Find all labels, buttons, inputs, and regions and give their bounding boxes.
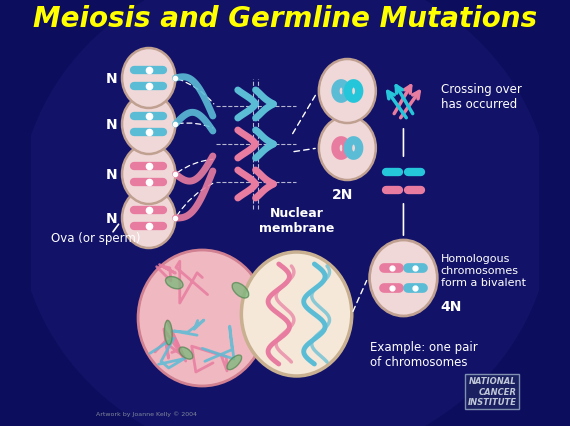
Ellipse shape: [319, 60, 376, 124]
Ellipse shape: [138, 250, 266, 386]
Ellipse shape: [232, 283, 249, 298]
Ellipse shape: [319, 117, 376, 181]
Ellipse shape: [227, 355, 242, 370]
Ellipse shape: [179, 347, 193, 359]
Ellipse shape: [164, 321, 172, 345]
Text: N: N: [105, 167, 117, 181]
Ellipse shape: [18, 0, 552, 426]
Ellipse shape: [122, 95, 176, 155]
Text: N: N: [105, 211, 117, 225]
Text: Example: one pair
of chromosomes: Example: one pair of chromosomes: [369, 340, 477, 368]
Ellipse shape: [369, 240, 437, 316]
Text: Artwork by Joanne Kelly © 2004: Artwork by Joanne Kelly © 2004: [96, 410, 197, 416]
Ellipse shape: [165, 277, 183, 289]
Text: Crossing over
has occurred: Crossing over has occurred: [441, 83, 522, 111]
Text: N: N: [105, 118, 117, 132]
Text: 4N: 4N: [441, 299, 462, 313]
Text: NATIONAL
CANCER
INSTITUTE: NATIONAL CANCER INSTITUTE: [467, 376, 516, 406]
Text: Nuclear
membrane: Nuclear membrane: [259, 207, 334, 234]
Text: Ova (or sperm): Ova (or sperm): [51, 232, 140, 245]
Ellipse shape: [241, 253, 352, 376]
Ellipse shape: [122, 189, 176, 248]
Text: 2N: 2N: [332, 187, 353, 201]
Text: Homologous
chromosomes
form a bivalent: Homologous chromosomes form a bivalent: [441, 254, 526, 287]
Ellipse shape: [122, 49, 176, 109]
Text: N: N: [105, 72, 117, 86]
Ellipse shape: [122, 145, 176, 204]
Text: Meiosis and Germline Mutations: Meiosis and Germline Mutations: [33, 5, 537, 33]
